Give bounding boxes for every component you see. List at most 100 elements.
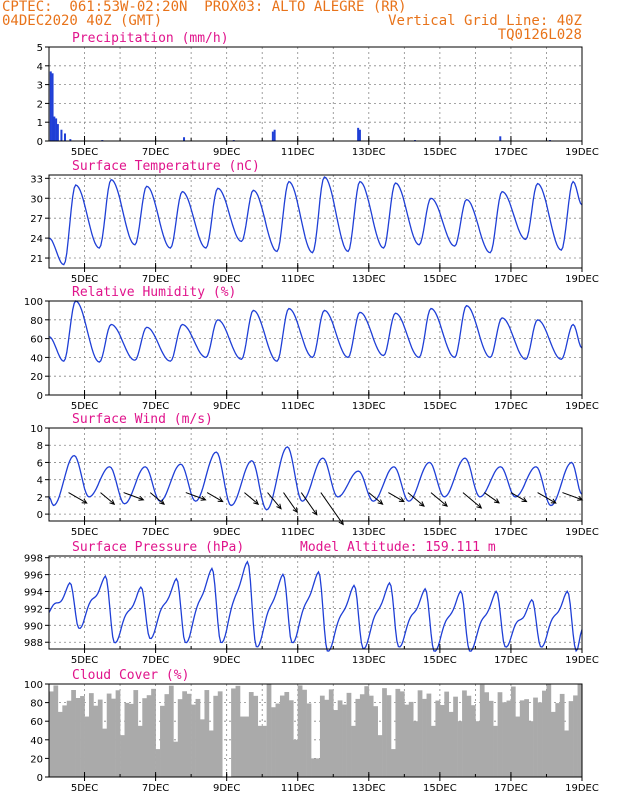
cloud-bar <box>439 705 445 777</box>
wind-arrow-shaft <box>244 492 259 505</box>
wind-arrow <box>537 492 557 504</box>
wind-arrow-shaft <box>562 492 583 501</box>
wind-arrow-shaft <box>149 492 165 505</box>
cloud-bar <box>120 735 125 777</box>
wind-arrow-head <box>292 507 298 514</box>
ytick-label: 100 <box>24 680 43 691</box>
xtick-label: 5DEC <box>71 401 98 412</box>
ytick-label: 0 <box>37 510 43 521</box>
ytick-label: 6 <box>37 458 43 469</box>
wind-arrow-shaft <box>206 492 223 503</box>
ytick-label: 30 <box>30 194 43 205</box>
cloud-bar <box>84 716 90 777</box>
panel-1: 21 24 27 30 33 5DEC 7DEC 9DEC 11DEC 13DEC 15DEC 17D… <box>30 159 599 285</box>
cloud-bar <box>391 749 396 777</box>
wind-arrow <box>206 492 224 503</box>
panel-title: Surface Temperature (nC) <box>72 159 260 174</box>
header-model-id: TQ0126L028 <box>497 27 582 43</box>
cloud-bar <box>395 688 401 777</box>
ytick-label: 992 <box>24 604 43 615</box>
cloud-bar <box>484 692 490 777</box>
cloud-bar <box>497 692 503 777</box>
panel-title: Cloud Cover (%) <box>72 668 189 683</box>
cloud-bar <box>519 700 525 777</box>
xtick-label: 7DEC <box>142 147 169 158</box>
cloud-bar <box>346 692 352 777</box>
xtick-label: 15DEC <box>423 655 457 666</box>
xtick-label: 11DEC <box>281 783 315 794</box>
cloud-bar <box>173 741 179 777</box>
wind-arrow-shaft <box>388 492 405 503</box>
wind-arrow-head <box>476 503 483 509</box>
xtick-label: 13DEC <box>352 401 386 412</box>
cloud-bar <box>102 728 108 777</box>
xtick-label: 11DEC <box>281 147 315 158</box>
cloud-bar <box>364 686 370 777</box>
cloud-bar <box>266 684 272 777</box>
wind-arrow-shaft <box>510 492 527 503</box>
cloud-bar <box>57 711 63 777</box>
cloud-bar <box>124 702 130 777</box>
cloud-bar <box>311 758 316 777</box>
cloud-bar <box>257 725 263 777</box>
xtick-label: 5DEC <box>71 274 98 285</box>
wind-arrow-head <box>550 498 557 504</box>
precip-bar <box>357 127 360 141</box>
precip-bar <box>55 118 58 141</box>
cloud-bar <box>457 721 463 777</box>
cloud-bar <box>506 700 512 777</box>
cloud-bar <box>208 730 214 777</box>
cloud-bar <box>444 691 450 777</box>
xtick-label: 7DEC <box>142 527 169 538</box>
wind-arrow-shaft <box>320 492 344 525</box>
ytick-label: 996 <box>24 571 43 582</box>
cloud-bar <box>235 685 241 777</box>
precip-bar <box>499 136 502 141</box>
cloud-bar <box>133 690 139 777</box>
series-line <box>48 300 583 363</box>
header-date: 04DEC2020 40Z (GMT) <box>2 13 163 29</box>
panel-title: Surface Wind (m/s) <box>72 412 213 427</box>
cloud-bar <box>537 702 543 777</box>
cloud-bar <box>333 710 339 777</box>
xtick-label: 7DEC <box>142 401 169 412</box>
wind-arrow <box>320 492 344 526</box>
cloud-bar <box>573 695 578 777</box>
cloud-bar <box>399 691 405 777</box>
ytick-label: 2 <box>37 493 43 504</box>
xtick-label: 11DEC <box>281 527 315 538</box>
xtick-label: 9DEC <box>213 147 240 158</box>
xtick-label: 7DEC <box>142 655 169 666</box>
xtick-label: 5DEC <box>71 783 98 794</box>
ytick-label: 0 <box>37 773 43 784</box>
ytick-label: 80 <box>30 316 43 327</box>
cloud-bar <box>408 701 414 777</box>
wind-arrow <box>185 492 207 501</box>
wind-arrow <box>368 492 384 505</box>
ytick-label: 8 <box>37 441 43 452</box>
cloud-bar <box>355 698 361 777</box>
ytick-label: 0 <box>37 137 43 148</box>
panel-title: Surface Pressure (hPa) <box>72 540 244 555</box>
ytick-label: 27 <box>30 214 43 225</box>
wind-arrow-head <box>253 499 260 505</box>
cloud-bar <box>351 725 356 777</box>
xtick-label: 15DEC <box>423 783 457 794</box>
wind-arrow-head <box>138 495 145 501</box>
cloud-bar <box>430 725 436 777</box>
ytick-label: 3 <box>37 81 43 92</box>
cloud-bar <box>62 705 68 777</box>
cloud-bar <box>293 739 299 777</box>
xtick-label: 9DEC <box>213 401 240 412</box>
wind-arrow-head <box>159 499 165 505</box>
wind-arrow-head <box>200 495 207 501</box>
ytick-label: 40 <box>30 353 43 364</box>
cloud-bar <box>191 704 196 777</box>
cloud-bar <box>466 695 472 777</box>
cloud-bar <box>404 704 410 777</box>
wind-arrow <box>483 492 500 504</box>
cloud-bar <box>315 758 321 777</box>
wind-arrow-shaft <box>267 492 282 509</box>
wind-arrow <box>562 492 584 501</box>
